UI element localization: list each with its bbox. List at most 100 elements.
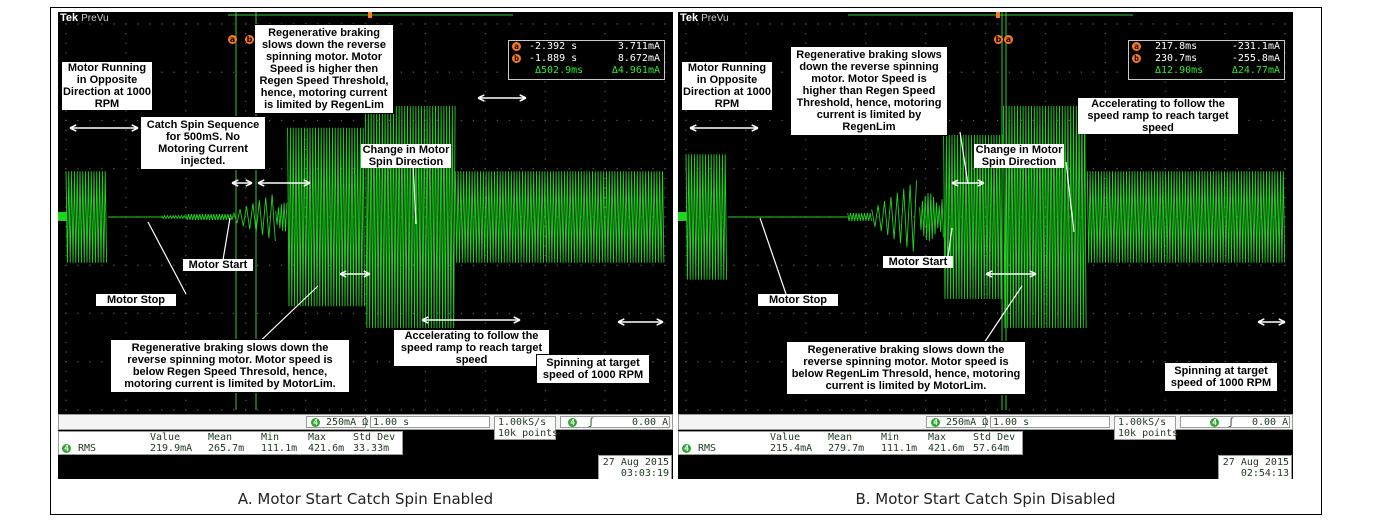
grid-dot <box>364 303 367 305</box>
grid-dot <box>805 32 807 35</box>
grid-dot <box>1164 303 1166 305</box>
preview-marker <box>996 12 1000 18</box>
samplerate-box-b <box>1114 416 1176 440</box>
grid-dot <box>652 264 654 266</box>
grid-dot <box>664 100 666 102</box>
grid-dot <box>805 158 807 160</box>
grid-dot <box>924 187 927 189</box>
grid-dot <box>125 245 127 247</box>
grid-dot <box>805 168 807 170</box>
grid-dot <box>1080 361 1083 363</box>
grid-dot <box>924 274 927 276</box>
grid-dot <box>1200 23 1202 25</box>
grid-dot <box>876 409 879 411</box>
grid-dot <box>125 254 127 257</box>
grid-dot <box>65 158 67 160</box>
grid-dot <box>604 81 606 83</box>
grid-dot <box>757 361 759 363</box>
grid-dot <box>960 71 963 73</box>
grid-dot <box>1284 100 1286 102</box>
grid-dot <box>388 168 391 170</box>
grid-dot <box>1092 361 1095 363</box>
grid-dot <box>1044 293 1047 295</box>
grid-dot <box>924 148 927 151</box>
grid-dot <box>888 168 891 170</box>
grid-dot <box>709 312 711 315</box>
grid-dot <box>304 409 307 411</box>
pointer-line-1 <box>222 217 231 261</box>
grid-dot <box>209 312 211 315</box>
grid-dot <box>829 264 831 266</box>
grid-dot <box>1044 254 1047 257</box>
grid-dot <box>865 225 867 228</box>
grid-dot <box>1164 332 1166 334</box>
grid-dot <box>733 119 735 122</box>
waveform-plot-b <box>678 12 1293 479</box>
grid-dot <box>1284 206 1286 209</box>
grid-dot <box>1188 264 1190 266</box>
grid-dot <box>424 139 427 141</box>
grid-dot <box>984 32 987 35</box>
grid-dot <box>924 177 927 180</box>
grid-dot <box>388 361 391 363</box>
grid-dot <box>77 361 79 363</box>
span-arrow-white-head <box>363 270 371 278</box>
grid-dot <box>912 23 915 25</box>
grid-dot <box>364 245 367 247</box>
grid-dot <box>685 361 687 363</box>
grid-dot <box>1116 312 1118 315</box>
grid-dot <box>532 119 534 122</box>
grid-dot <box>1224 32 1226 35</box>
grid-dot <box>948 119 951 122</box>
grid-dot <box>352 361 355 363</box>
grid-dot <box>125 23 127 25</box>
grid-dot <box>685 332 687 334</box>
grid-dot <box>424 90 427 93</box>
grid-dot <box>1056 361 1059 363</box>
annotation-accelerating-b: Accelerating to follow the speed ramp to… <box>1078 98 1238 134</box>
grid-dot <box>865 409 867 411</box>
grid-dot <box>664 23 666 25</box>
grid-dot <box>328 264 331 266</box>
grid-dot <box>865 158 867 160</box>
grid-dot <box>89 168 91 170</box>
grid-dot <box>664 312 666 315</box>
grid-dot <box>604 399 606 402</box>
cursor-readout-b: a 217.8ms -231.1mA b 230.7ms -255.8mA Δ12.90… <box>1128 40 1285 80</box>
grid-dot <box>1104 71 1106 73</box>
meas-header-mean-a: Mean <box>208 432 233 443</box>
pointer-line-2 <box>252 285 319 349</box>
grid-dot <box>484 409 486 411</box>
grid-dot <box>664 245 666 247</box>
span-arrow-white-head <box>477 94 485 102</box>
grid-dot <box>364 361 367 363</box>
grid-dot <box>316 312 319 315</box>
grid-dot <box>805 254 807 257</box>
grid-dot <box>113 23 115 25</box>
grid-dot <box>900 312 903 315</box>
annotation-motor-stop-b: Motor Stop <box>758 294 838 306</box>
grid-dot <box>484 119 486 122</box>
grid-dot <box>664 235 666 237</box>
grid-dot <box>1020 71 1023 73</box>
grid-dot <box>460 23 463 25</box>
annotation-change-direction-a: Change in Motor Spin Direction <box>361 144 451 168</box>
grid-dot <box>245 293 247 295</box>
meas-mean-b: 279.7m <box>828 443 865 454</box>
grid-dot <box>1284 380 1286 382</box>
grid-dot <box>245 399 247 402</box>
grid-dot <box>1284 110 1286 112</box>
grid-dot <box>1176 409 1178 411</box>
grid-dot <box>1020 409 1023 411</box>
grid-dot <box>1284 187 1286 189</box>
grid-dot <box>544 129 546 131</box>
grid-dot <box>185 81 187 83</box>
grid-dot <box>448 409 451 411</box>
grid-dot <box>709 23 711 25</box>
grid-dot <box>805 245 807 247</box>
grid-dot <box>865 283 867 286</box>
grid-dot <box>604 119 606 122</box>
grid-dot <box>65 139 67 141</box>
grid-dot <box>781 312 783 315</box>
annotation-motor-start-a: Motor Start <box>183 259 253 271</box>
